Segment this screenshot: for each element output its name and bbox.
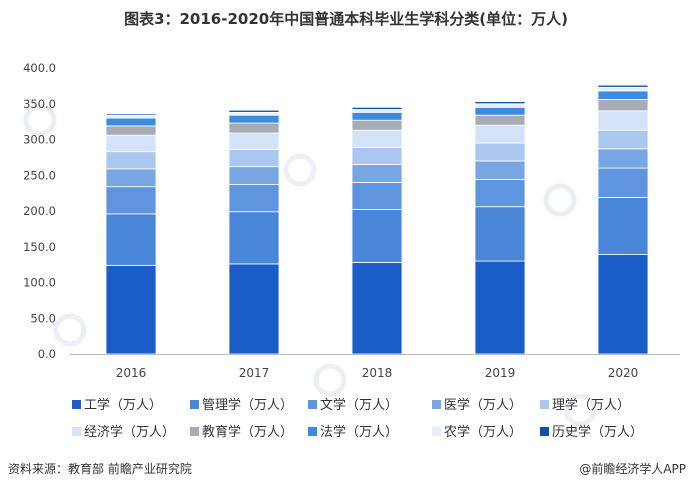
bar-segment-2018-4 (351, 146, 403, 165)
y-tick-label: 0.0 (38, 347, 56, 361)
legend-label-6: 教育学（万人） (202, 424, 293, 440)
bar-segment-2018-3 (351, 164, 403, 183)
legend-swatch-0 (72, 400, 81, 409)
bar-segment-2020-3 (597, 148, 649, 169)
bar-segment-2017-0 (228, 263, 280, 355)
legend-swatch-1 (190, 400, 199, 409)
bar-segment-2020-9 (597, 84, 649, 88)
bar-segment-2016-3 (105, 168, 157, 188)
legend-swatch-9 (540, 427, 549, 436)
bar-segment-2020-8 (597, 86, 649, 92)
bar-segment-2019-3 (474, 160, 526, 180)
y-tick-label: 150.0 (23, 240, 56, 254)
bar-segment-2016-0 (105, 264, 157, 355)
legend-label-2: 文学（万人） (320, 397, 398, 413)
bar-segment-2020-5 (597, 110, 649, 131)
bar-segment-2016-2 (105, 186, 157, 215)
x-tick-label: 2019 (485, 366, 516, 380)
legend-label-5: 经济学（万人） (84, 424, 175, 440)
bar-segment-2019-8 (474, 103, 526, 108)
legend-swatch-7 (308, 427, 317, 436)
bar-segment-2016-8 (105, 114, 157, 119)
bar-segment-2016-9 (105, 113, 157, 116)
bar-segment-2019-9 (474, 101, 526, 105)
bar-segment-2020-7 (597, 90, 649, 100)
bar-segment-2019-6 (474, 114, 526, 126)
bar-segment-2019-4 (474, 142, 526, 162)
watermark-logo (283, 153, 317, 187)
bar-segment-2017-1 (228, 211, 280, 265)
bar-segment-2016-6 (105, 125, 157, 136)
watermark-logo (563, 393, 597, 427)
watermark-logo (313, 363, 347, 397)
bar-segment-2019-0 (474, 260, 526, 355)
bar-segment-2018-6 (351, 119, 403, 131)
bar-segment-2018-9 (351, 106, 403, 110)
bar-segment-2020-2 (597, 167, 649, 198)
legend: 工学（万人） 管理学（万人） 文学（万人） 医学（万人） 理学（万人） 经济学（万人） 教育… (72, 397, 643, 440)
y-tick-label: 200.0 (23, 204, 56, 218)
watermark-logo (53, 313, 87, 347)
legend-label-9: 历史学（万人） (552, 424, 643, 440)
legend-swatch-3 (432, 400, 441, 409)
y-tick-label: 300.0 (23, 133, 56, 147)
bar-segment-2017-6 (228, 122, 280, 134)
bar-segment-2017-7 (228, 114, 280, 124)
bar-segment-2018-2 (351, 181, 403, 210)
bar-segment-2020-6 (597, 99, 649, 112)
legend-label-1: 管理学（万人） (202, 397, 293, 413)
bar-segment-2016-4 (105, 151, 157, 170)
y-tick-label: 350.0 (23, 97, 56, 111)
source-note: 资料来源：教育部 前瞻产业研究院 (8, 461, 192, 476)
legend-label-4: 理学（万人） (552, 397, 630, 413)
bar-segment-2016-7 (105, 117, 157, 127)
y-tick-label: 50.0 (30, 311, 56, 325)
bar-segment-2017-4 (228, 149, 280, 168)
bar-segment-2018-1 (351, 209, 403, 263)
bar-segment-2017-3 (228, 166, 280, 185)
bar-segment-2016-1 (105, 213, 157, 266)
bar-segment-2019-7 (474, 106, 526, 116)
bar-segment-2016-5 (105, 134, 157, 153)
legend-label-8: 农学（万人） (444, 424, 522, 440)
x-axis: 2016 2017 2018 2019 2020 (116, 366, 639, 380)
legend-label-3: 医学（万人） (444, 397, 522, 413)
chart-title: 图表3：2016-2020年中国普通本科毕业生学科分类(单位：万人) (124, 10, 568, 28)
bar-segment-2018-7 (351, 111, 403, 121)
legend-swatch-5 (72, 427, 81, 436)
legend-swatch-8 (432, 427, 441, 436)
x-tick-label: 2016 (116, 366, 147, 380)
bar-segment-2018-5 (351, 129, 403, 148)
bar-segment-2019-5 (474, 124, 526, 144)
x-tick-label: 2017 (239, 366, 270, 380)
bar-segment-2020-1 (597, 197, 649, 256)
watermark-group (23, 103, 597, 427)
bar-segment-2019-1 (474, 206, 526, 262)
y-axis: 0.0 50.0 100.0 150.0 200.0 250.0 300.0 350.0 400… (23, 61, 56, 361)
legend-label-0: 工学（万人） (84, 397, 162, 413)
watermark-logo (543, 183, 577, 217)
bar-segment-2017-5 (228, 132, 280, 150)
legend-swatch-2 (308, 400, 317, 409)
bar-segment-2017-2 (228, 184, 280, 213)
x-tick-label: 2020 (608, 366, 639, 380)
y-tick-label: 250.0 (23, 168, 56, 182)
bar-segment-2017-9 (228, 109, 280, 113)
bar-segment-2020-0 (597, 254, 649, 355)
legend-label-7: 法学（万人） (320, 424, 398, 440)
legend-swatch-6 (190, 427, 199, 436)
bar-segment-2018-8 (351, 109, 403, 113)
brand-note: @前瞻经济学人APP (579, 461, 686, 476)
x-tick-label: 2018 (362, 366, 393, 380)
bar-segment-2019-2 (474, 179, 526, 208)
watermark-logo (23, 103, 57, 137)
legend-swatch-4 (540, 400, 549, 409)
bar-segment-2020-4 (597, 129, 649, 150)
y-tick-label: 400.0 (23, 61, 56, 75)
bar-segment-2018-0 (351, 262, 403, 355)
bar-segment-2017-8 (228, 111, 280, 116)
y-tick-label: 100.0 (23, 276, 56, 290)
bars-group (105, 84, 649, 355)
